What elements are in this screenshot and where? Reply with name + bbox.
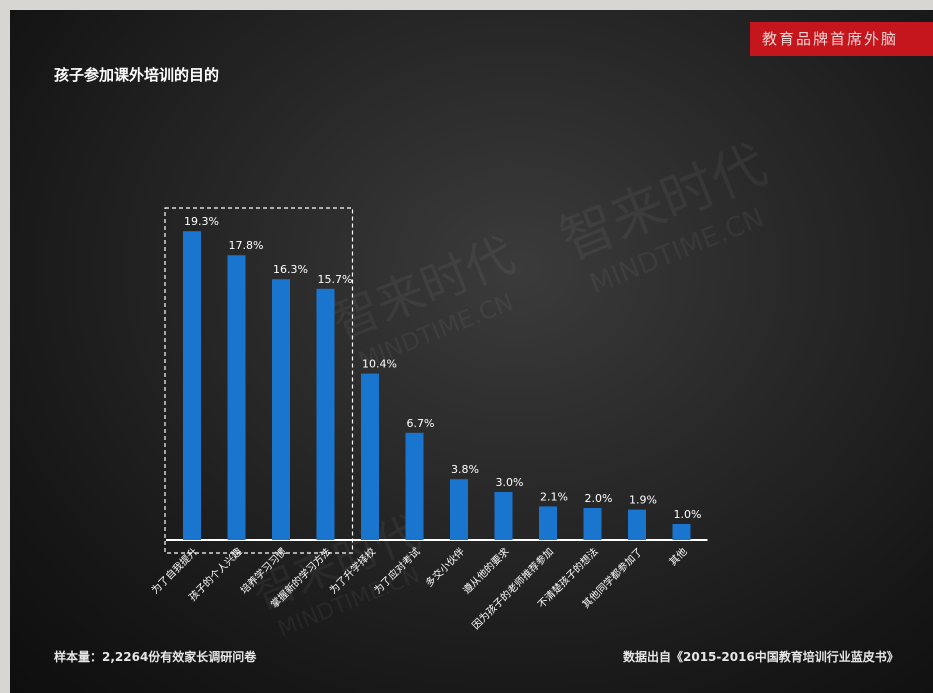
bar: [272, 279, 290, 540]
data-label: 3.0%: [496, 476, 524, 489]
data-label: 6.7%: [407, 417, 435, 430]
category-tick-label: 因为孩子的老师推荐参加: [469, 545, 556, 632]
bar: [227, 255, 246, 540]
bar: [583, 508, 602, 540]
slide: 智来时代 MINDTIME.CN 智来时代 MINDTIME.CN 智来时代 MINDTI…: [10, 10, 933, 693]
brand-tag: 教育品牌首席外脑: [750, 22, 933, 56]
category-tick-label: 遵从他的要求: [460, 545, 512, 597]
category-tick-label: 多交小伙伴: [423, 545, 468, 590]
data-label: 17.8%: [229, 239, 264, 252]
chart-title: 孩子参加课外培训的目的: [54, 66, 220, 84]
category-tick-label: 其他: [666, 545, 689, 568]
bar: [405, 432, 424, 540]
sample-size-note: 样本量：2,2264份有效家长调研问卷: [54, 650, 257, 664]
bar: [316, 288, 335, 540]
bar: [183, 231, 201, 540]
bar: [361, 373, 379, 540]
data-label: 1.0%: [674, 508, 702, 521]
bar: [494, 492, 513, 540]
bar: [628, 509, 646, 540]
bar-chart: 19.3%为了自我提升17.8%孩子的个人兴趣16.3%培养学习习惯15.7%掌…: [149, 207, 708, 632]
data-label: 19.3%: [184, 215, 219, 228]
data-label: 16.3%: [273, 263, 308, 276]
bar: [450, 479, 468, 540]
bar: [539, 506, 557, 540]
data-source-note: 数据出自《2015-2016中国教育培训行业蓝皮书》: [623, 650, 899, 664]
data-label: 10.4%: [362, 358, 397, 371]
data-label: 15.7%: [318, 273, 353, 286]
data-label: 2.1%: [540, 490, 568, 503]
data-label: 3.8%: [451, 463, 479, 476]
category-tick-label: 为了应对考试: [371, 545, 423, 597]
data-label: 2.0%: [585, 492, 613, 505]
highlight-box: [164, 207, 354, 554]
bar: [672, 524, 691, 540]
data-label: 1.9%: [629, 494, 657, 507]
